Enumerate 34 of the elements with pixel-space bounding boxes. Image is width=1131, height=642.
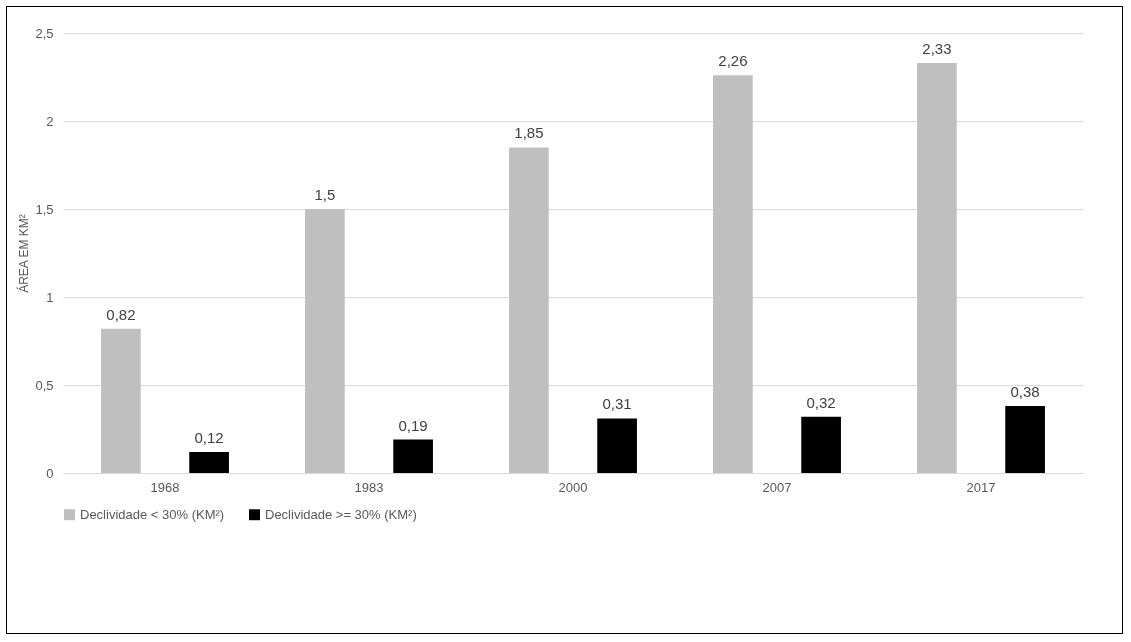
bar xyxy=(1005,406,1045,473)
data-label: 1,5 xyxy=(314,186,336,203)
legend-label: Declividade < 30% (KM²) xyxy=(80,506,225,522)
y-tick-label: 0 xyxy=(46,465,54,481)
data-label: 0,31 xyxy=(602,395,632,413)
x-tick-label: 2017 xyxy=(966,479,996,495)
bar xyxy=(713,75,753,473)
data-label: 0,38 xyxy=(1010,383,1040,401)
data-label: 2,26 xyxy=(718,52,748,70)
x-tick-label: 1983 xyxy=(354,479,384,495)
data-label: 0,82 xyxy=(106,305,136,323)
bar xyxy=(393,439,433,473)
bar xyxy=(801,416,841,473)
x-tick-label: 1968 xyxy=(150,479,180,495)
bar xyxy=(101,328,141,473)
bar xyxy=(597,418,637,473)
bar xyxy=(189,451,229,473)
data-label: 0,32 xyxy=(806,393,836,411)
bar xyxy=(305,209,345,473)
y-tick-label: 2 xyxy=(46,113,54,129)
data-label: 2,33 xyxy=(922,39,952,57)
y-axis-title: ÁREA EM KM² xyxy=(16,214,32,293)
y-tick-label: 0,5 xyxy=(35,377,54,393)
legend-label: Declividade >= 30% (KM²) xyxy=(265,506,417,522)
bar xyxy=(917,62,957,473)
y-tick-label: 2,5 xyxy=(35,25,54,41)
data-label: 1,85 xyxy=(514,124,544,142)
x-tick-label: 2000 xyxy=(558,479,588,495)
x-tick-label: 2007 xyxy=(762,479,792,495)
y-tick-label: 1 xyxy=(46,289,54,305)
y-tick-label: 1,5 xyxy=(35,201,54,217)
bar xyxy=(509,147,549,473)
data-label: 0,12 xyxy=(194,428,224,446)
data-label: 0,19 xyxy=(398,416,428,434)
